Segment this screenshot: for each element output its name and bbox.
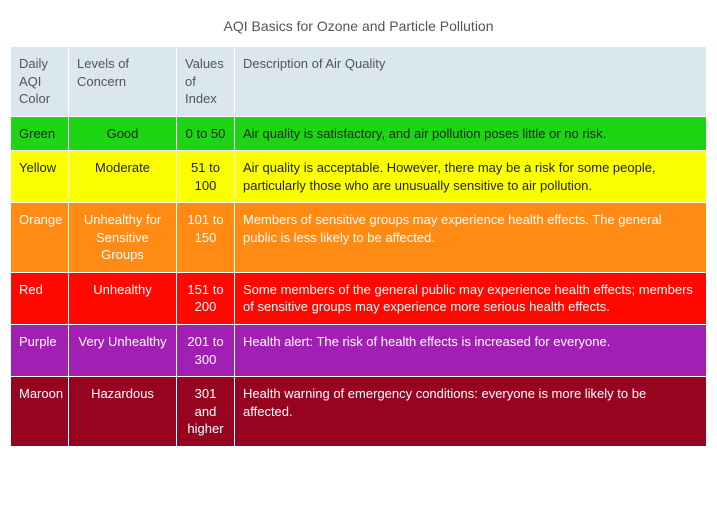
aqi-table: Daily AQI Color Levels of Concern Values… (10, 46, 707, 447)
col-header-desc: Description of Air Quality (235, 47, 707, 117)
cell-level: Moderate (69, 151, 177, 203)
table-row: GreenGood0 to 50Air quality is satisfact… (11, 116, 707, 151)
cell-color-name: Purple (11, 325, 69, 377)
col-header-color: Daily AQI Color (11, 47, 69, 117)
cell-level: Hazardous (69, 377, 177, 447)
table-row: MaroonHazardous301 and higherHealth warn… (11, 377, 707, 447)
cell-level: Good (69, 116, 177, 151)
page-title: AQI Basics for Ozone and Particle Pollut… (10, 10, 707, 46)
col-header-values: Values of Index (177, 47, 235, 117)
table-row: PurpleVery Unhealthy201 to 300Health ale… (11, 325, 707, 377)
cell-values: 201 to 300 (177, 325, 235, 377)
cell-color-name: Maroon (11, 377, 69, 447)
cell-values: 301 and higher (177, 377, 235, 447)
table-body: GreenGood0 to 50Air quality is satisfact… (11, 116, 707, 446)
cell-values: 51 to 100 (177, 151, 235, 203)
table-row: YellowModerate51 to 100Air quality is ac… (11, 151, 707, 203)
cell-values: 0 to 50 (177, 116, 235, 151)
cell-desc: Health warning of emergency conditions: … (235, 377, 707, 447)
cell-level: Very Unhealthy (69, 325, 177, 377)
cell-desc: Air quality is acceptable. However, ther… (235, 151, 707, 203)
cell-color-name: Yellow (11, 151, 69, 203)
cell-level: Unhealthy (69, 272, 177, 324)
cell-color-name: Orange (11, 203, 69, 273)
aqi-table-container: AQI Basics for Ozone and Particle Pollut… (10, 10, 707, 447)
cell-desc: Members of sensitive groups may experien… (235, 203, 707, 273)
cell-values: 151 to 200 (177, 272, 235, 324)
cell-desc: Some members of the general public may e… (235, 272, 707, 324)
cell-values: 101 to 150 (177, 203, 235, 273)
cell-desc: Air quality is satisfactory, and air pol… (235, 116, 707, 151)
cell-level: Unhealthy for Sensitive Groups (69, 203, 177, 273)
table-header: Daily AQI Color Levels of Concern Values… (11, 47, 707, 117)
table-row: RedUnhealthy151 to 200Some members of th… (11, 272, 707, 324)
col-header-level: Levels of Concern (69, 47, 177, 117)
cell-color-name: Red (11, 272, 69, 324)
cell-color-name: Green (11, 116, 69, 151)
table-row: OrangeUnhealthy for Sensitive Groups101 … (11, 203, 707, 273)
cell-desc: Health alert: The risk of health effects… (235, 325, 707, 377)
